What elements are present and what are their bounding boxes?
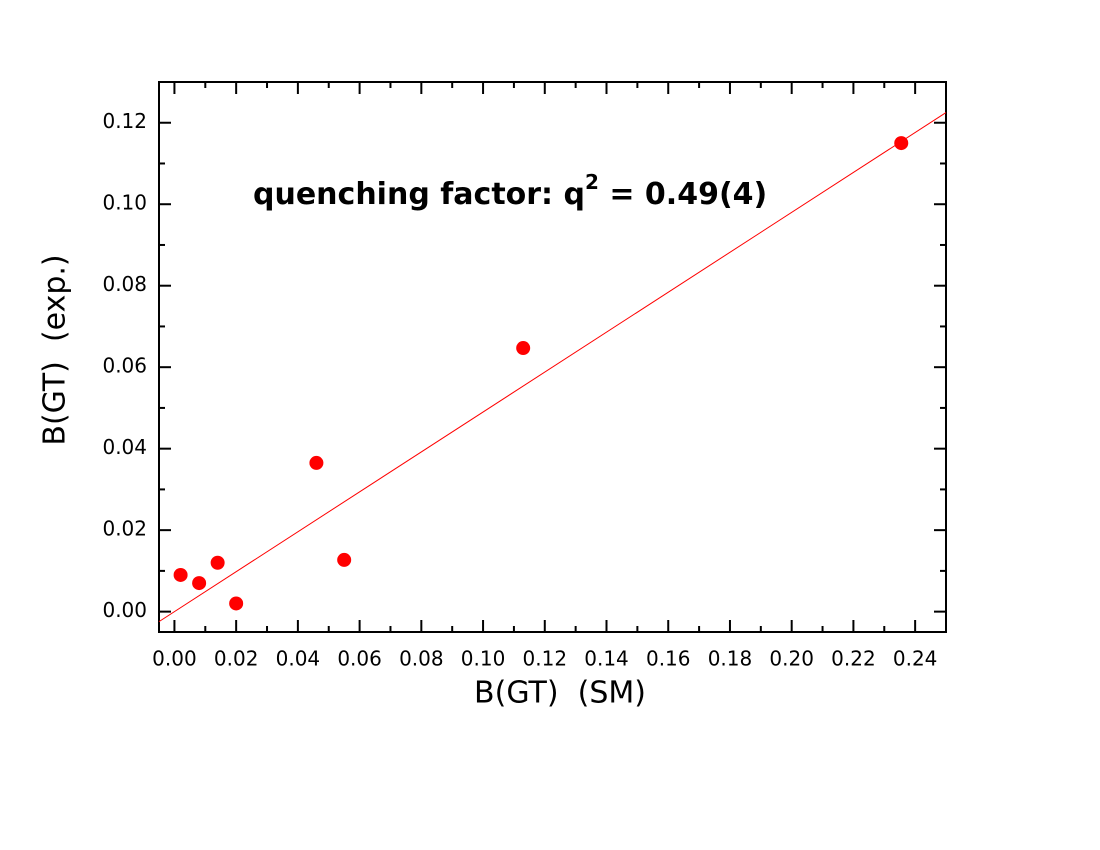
- y-tick-label: 0.06: [102, 354, 147, 378]
- x-tick-label: 0.18: [708, 647, 753, 671]
- y-tick-label: 0.00: [102, 598, 147, 622]
- data-point: [516, 341, 531, 356]
- annotation-text: quenching factor: q: [253, 177, 585, 212]
- x-tick-label: 0.08: [399, 647, 444, 671]
- data-point: [173, 567, 188, 582]
- y-tick-label: 0.12: [102, 109, 147, 133]
- annotation-suffix: = 0.49(4): [599, 177, 767, 212]
- x-tick-label: 0.10: [461, 647, 506, 671]
- y-tick-label: 0.10: [102, 191, 147, 215]
- x-axis-label: B(GT) (SM): [474, 676, 646, 711]
- data-point: [229, 596, 244, 611]
- x-tick-label: 0.24: [893, 647, 938, 671]
- data-point: [337, 552, 352, 567]
- y-axis-label: B(GT) (exp.): [38, 254, 73, 445]
- x-tick-label: 0.16: [646, 647, 691, 671]
- x-tick-label: 0.14: [584, 647, 629, 671]
- x-tick-label: 0.22: [831, 647, 876, 671]
- data-point: [192, 576, 207, 591]
- data-point: [309, 455, 324, 470]
- y-tick-label: 0.08: [102, 272, 147, 296]
- data-point: [894, 136, 909, 151]
- annotation: quenching factor: q2 = 0.49(4): [253, 170, 767, 212]
- data-point: [210, 555, 225, 570]
- x-tick-label: 0.12: [523, 647, 568, 671]
- y-tick-label: 0.02: [102, 517, 147, 541]
- x-tick-label: 0.06: [337, 647, 382, 671]
- plot-frame: [158, 81, 947, 633]
- fit-line: [158, 112, 947, 623]
- x-tick-label: 0.00: [152, 647, 197, 671]
- y-tick-label: 0.04: [102, 435, 147, 459]
- annotation-superscript: 2: [585, 170, 599, 194]
- x-tick-label: 0.04: [276, 647, 321, 671]
- x-tick-label: 0.20: [769, 647, 814, 671]
- x-tick-label: 0.02: [214, 647, 259, 671]
